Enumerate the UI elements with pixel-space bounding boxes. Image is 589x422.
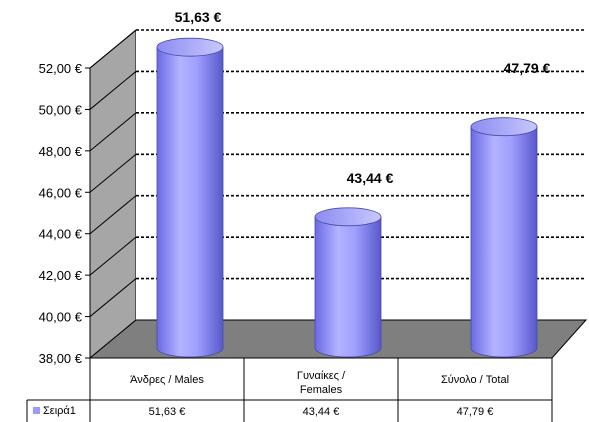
y-tick-label: 40,00 € bbox=[39, 310, 83, 325]
y-tick-label: 48,00 € bbox=[39, 144, 83, 159]
gridline-diagonal bbox=[89, 236, 137, 276]
side-wall bbox=[89, 28, 137, 360]
bar-cylinder bbox=[470, 117, 538, 358]
category-label-total: Σύνολο / Total bbox=[441, 374, 509, 386]
gridline-diagonal bbox=[89, 71, 137, 110]
gridline-diagonal bbox=[89, 112, 137, 152]
data-label: 43,44 € bbox=[347, 170, 394, 186]
y-tick-label: 44,00 € bbox=[39, 227, 83, 242]
table-value-females: 43,44 € bbox=[303, 406, 340, 418]
bars bbox=[156, 37, 538, 358]
y-tick-label: 52,00 € bbox=[39, 61, 83, 76]
category-label-females: Γυναίκες / Females bbox=[297, 370, 346, 396]
legend-series-name: Σειρά1 bbox=[43, 405, 76, 417]
table-value-total: 47,79 € bbox=[457, 406, 494, 418]
gridline-diagonal bbox=[89, 29, 137, 69]
gridline-diagonal bbox=[89, 153, 137, 193]
bar-body bbox=[470, 126, 538, 358]
bar-cylinder bbox=[314, 207, 382, 358]
bar-top bbox=[314, 207, 382, 227]
gridline-diagonal bbox=[89, 278, 137, 317]
y-axis-ticks: 38,00 € 40,00 € 42,00 € 44,00 € 46,00 € 48,00… bbox=[39, 61, 90, 366]
bar-top bbox=[156, 37, 224, 57]
y-tick-label: 46,00 € bbox=[39, 185, 83, 200]
y-tick-label: 38,00 € bbox=[39, 351, 83, 366]
data-table: Άνδρες / Males Γυναίκες / Females Σύνολο … bbox=[26, 357, 553, 422]
bar-body bbox=[156, 46, 224, 358]
y-tick-label: 50,00 € bbox=[39, 102, 83, 117]
data-labels: 51,63 € 43,44 € 47,79 € bbox=[175, 9, 551, 186]
data-label: 47,79 € bbox=[504, 60, 551, 76]
category-label-males: Άνδρες / Males bbox=[130, 374, 204, 386]
legend-swatch bbox=[33, 407, 40, 414]
data-label: 51,63 € bbox=[175, 9, 222, 25]
gridline-diagonal bbox=[89, 195, 137, 235]
bar-body bbox=[314, 216, 382, 358]
y-tick-label: 42,00 € bbox=[39, 268, 83, 283]
bar-cylinder bbox=[156, 37, 224, 358]
table-value-males: 51,63 € bbox=[149, 406, 186, 418]
bar-top bbox=[470, 117, 538, 137]
